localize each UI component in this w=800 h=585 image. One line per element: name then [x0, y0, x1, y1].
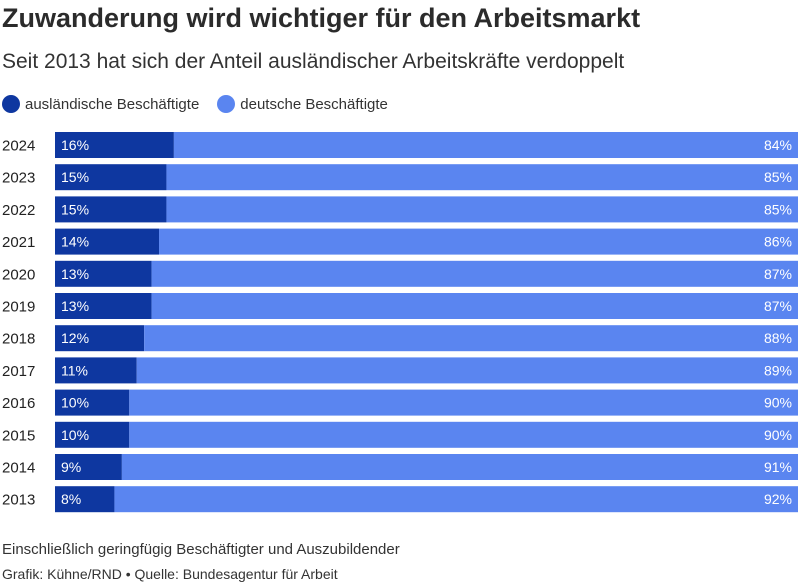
bar-german	[121, 454, 799, 480]
bar-row-2022: 2022 15% 85%	[2, 196, 798, 223]
data-label-foreign: 12%	[61, 330, 89, 346]
bar-row-2017: 2017 11% 89%	[2, 357, 799, 384]
year-label: 2016	[2, 395, 35, 412]
year-label: 2014	[2, 460, 35, 477]
bar-foreign	[55, 196, 167, 223]
data-label-foreign: 13%	[61, 266, 89, 282]
data-label-foreign: 14%	[61, 234, 89, 250]
legend-swatch-german	[217, 95, 236, 113]
bar-german	[129, 389, 799, 416]
bar-foreign	[55, 421, 130, 448]
bar-german	[151, 293, 799, 319]
year-label: 2018	[2, 331, 35, 348]
data-label-german: 88%	[764, 330, 792, 346]
year-label: 2021	[2, 234, 35, 251]
data-label-foreign: 15%	[61, 169, 89, 185]
data-label-foreign: 11%	[61, 362, 88, 378]
bar-foreign	[55, 293, 152, 319]
bar-german	[166, 164, 798, 191]
year-label: 2017	[2, 363, 35, 380]
bar-row-2015: 2015 10% 90%	[2, 421, 799, 448]
data-label-german: 91%	[764, 459, 792, 475]
year-label: 2020	[2, 266, 35, 283]
data-label-german: 86%	[764, 234, 792, 250]
legend-label-foreign: ausländische Beschäftigte	[25, 95, 200, 113]
data-label-german: 87%	[764, 266, 792, 282]
data-label-foreign: 16%	[61, 137, 89, 153]
bar-foreign	[55, 357, 137, 384]
year-label: 2023	[2, 170, 35, 187]
data-label-foreign: 15%	[61, 201, 89, 217]
chart-title: Zuwanderung wird wichtiger für den Arbei…	[2, 3, 641, 33]
bar-german	[159, 228, 798, 255]
data-label-german: 90%	[764, 427, 792, 443]
data-label-foreign: 8%	[61, 491, 81, 507]
data-label-foreign: 9%	[61, 459, 81, 475]
bar-foreign	[55, 228, 160, 255]
bar-foreign	[55, 325, 145, 352]
data-label-german: 89%	[764, 362, 792, 378]
bar-row-2021: 2021 14% 86%	[2, 228, 798, 255]
bar-foreign	[55, 389, 130, 416]
year-label: 2022	[2, 202, 35, 219]
bar-german	[173, 132, 798, 158]
year-label: 2024	[2, 138, 35, 155]
legend-label-german: deutsche Beschäftigte	[240, 95, 388, 113]
year-label: 2015	[2, 427, 35, 444]
bar-row-2014: 2014 9% 91%	[2, 454, 799, 480]
bar-row-2016: 2016 10% 90%	[2, 389, 799, 416]
data-label-foreign: 13%	[61, 298, 89, 314]
bar-foreign	[55, 486, 115, 513]
bar-german	[129, 421, 799, 448]
data-label-german: 90%	[764, 395, 792, 411]
bar-row-2023: 2023 15% 85%	[2, 164, 798, 191]
bar-foreign	[55, 132, 174, 158]
source-credit: Grafik: Kühne/RND • Quelle: Bundesagentu…	[2, 566, 338, 582]
legend-item-foreign: ausländische Beschäftigte	[2, 95, 199, 113]
bar-german	[136, 357, 799, 384]
bar-row-2013: 2013 8% 92%	[2, 486, 798, 513]
bar-german	[114, 486, 798, 513]
bar-row-2018: 2018 12% 88%	[2, 325, 798, 352]
bar-foreign	[55, 454, 122, 480]
legend: ausländische Beschäftigte deutsche Besch…	[2, 95, 406, 113]
data-label-german: 85%	[764, 201, 792, 217]
legend-swatch-foreign	[2, 95, 20, 113]
legend-item-german: deutsche Beschäftigte	[217, 95, 388, 113]
bar-german	[151, 260, 799, 287]
chart-subtitle: Seit 2013 hat sich der Anteil ausländisc…	[2, 50, 625, 73]
bar-row-2019: 2019 13% 87%	[2, 293, 799, 319]
data-label-foreign: 10%	[61, 427, 89, 443]
bar-row-2020: 2020 13% 87%	[2, 260, 799, 287]
bar-row-2024: 2024 16% 84%	[2, 132, 798, 158]
data-label-foreign: 10%	[61, 395, 89, 411]
bar-german	[166, 196, 798, 223]
data-label-german: 85%	[764, 169, 792, 185]
year-label: 2019	[2, 299, 35, 316]
data-label-german: 92%	[764, 491, 792, 507]
footnote: Einschließlich geringfügig Beschäftigter…	[2, 541, 400, 558]
bar-foreign	[55, 164, 167, 191]
bar-foreign	[55, 260, 152, 287]
data-label-german: 87%	[764, 298, 792, 314]
bar-german	[144, 325, 798, 352]
data-label-german: 84%	[764, 137, 792, 153]
year-label: 2013	[2, 492, 35, 509]
